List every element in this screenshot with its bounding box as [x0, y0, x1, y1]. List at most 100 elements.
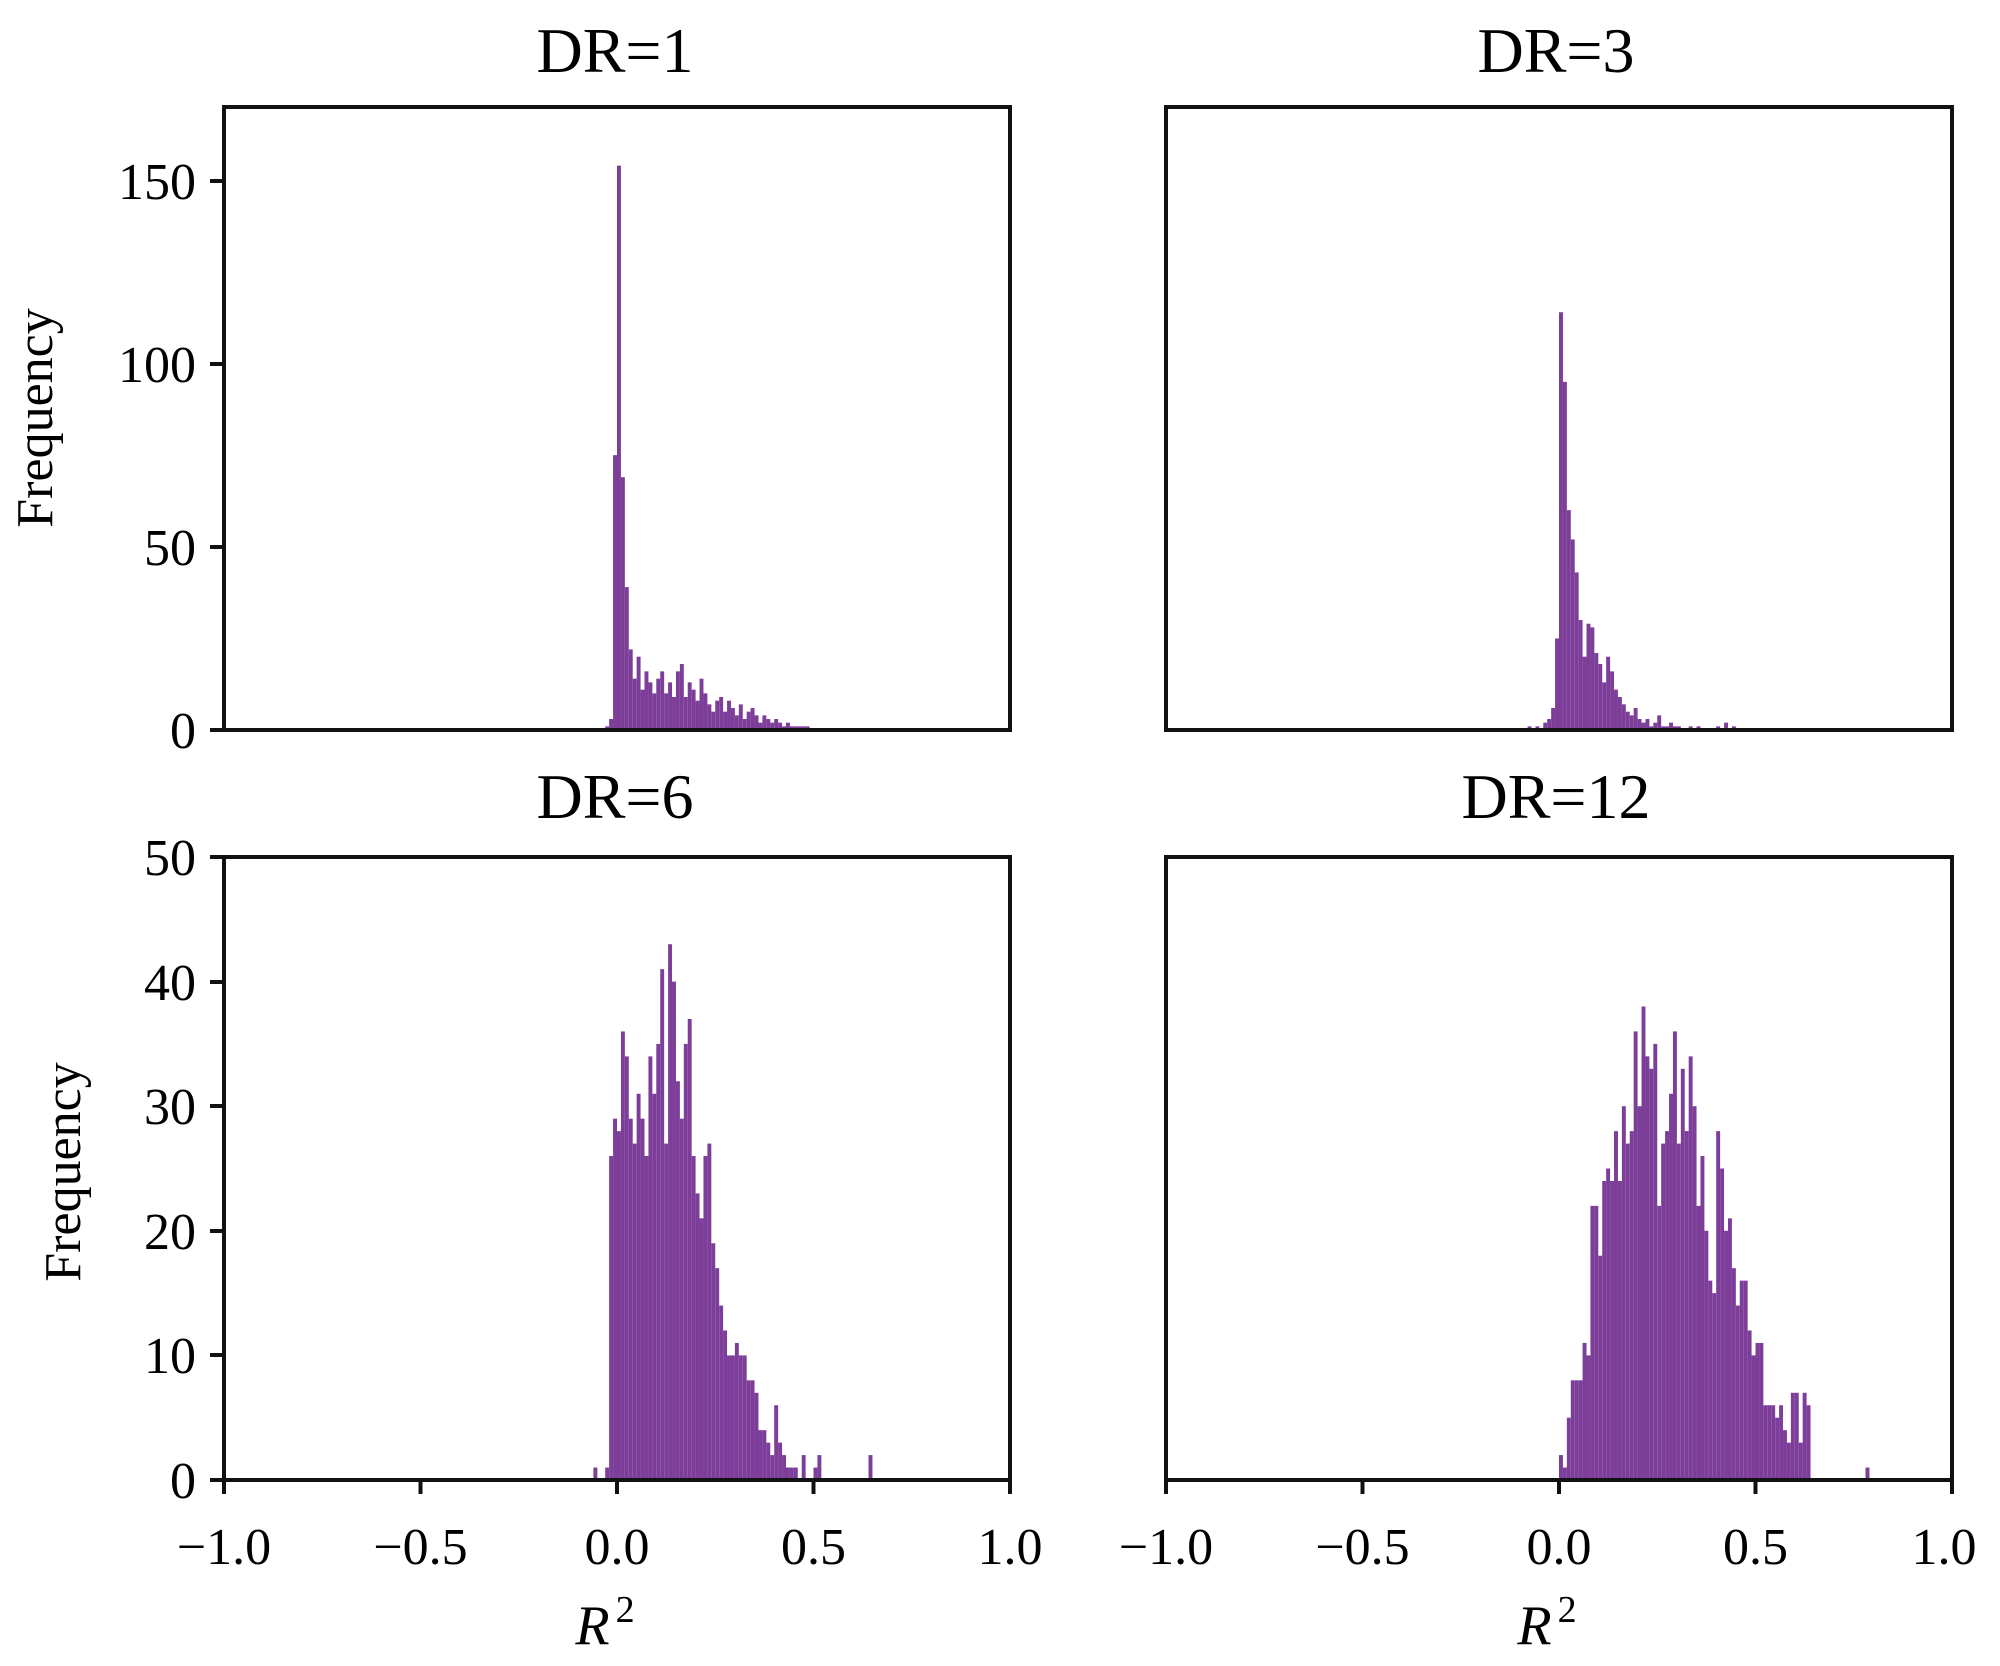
- histogram-bar: [1617, 1180, 1622, 1480]
- histogram-bars-dr12: [1559, 1006, 1870, 1480]
- histogram-bar: [1645, 1056, 1650, 1480]
- y-tick-label: 0: [170, 1453, 196, 1510]
- histogram-bar: [1747, 1330, 1752, 1480]
- histogram-bar: [1669, 722, 1673, 730]
- histogram-bar: [1704, 1230, 1709, 1480]
- histogram-bar: [1641, 1006, 1646, 1480]
- histogram-bar: [687, 682, 692, 730]
- histogram-bar: [1625, 1143, 1630, 1480]
- histogram-bar: [672, 981, 676, 1480]
- histogram-bar: [1763, 1405, 1768, 1480]
- histogram-bar: [1547, 719, 1552, 730]
- histogram-bar: [1806, 1405, 1811, 1480]
- histogram-bars-dr3: [1527, 312, 1736, 730]
- histogram-bar: [1727, 1218, 1732, 1480]
- histogram-bar: [1555, 638, 1559, 730]
- histogram-bar: [617, 1131, 621, 1480]
- histogram-bar: [644, 1156, 649, 1480]
- histogram-bar: [695, 700, 700, 730]
- histogram-bar: [1543, 722, 1548, 730]
- histogram-bars-dr6: [593, 944, 873, 1480]
- histogram-bar: [1657, 1205, 1662, 1480]
- histogram-bar: [707, 704, 712, 730]
- histogram-bar: [664, 693, 669, 730]
- histogram-bar: [719, 1305, 724, 1480]
- histogram-bar: [683, 697, 688, 730]
- histogram-bar: [640, 689, 645, 730]
- histogram-bar: [719, 697, 724, 730]
- histogram-bar: [1578, 620, 1583, 730]
- histogram-bar: [758, 1430, 763, 1480]
- x-tick-label: −1.0: [177, 1519, 271, 1576]
- panel-title-dr12: DR=12: [1462, 761, 1651, 832]
- histogram-bar: [707, 1143, 712, 1480]
- histogram-bar: [1661, 1143, 1666, 1480]
- histogram-bar: [609, 1156, 614, 1480]
- histogram-bar: [1598, 664, 1603, 730]
- histogram-bar: [742, 719, 747, 730]
- y-axis-label-top: Frequency: [7, 308, 64, 527]
- histogram-bar: [1582, 656, 1587, 730]
- histogram-bar: [613, 1118, 617, 1480]
- histogram-bar: [1606, 1168, 1611, 1480]
- histogram-bar: [617, 165, 621, 730]
- histogram-bar: [1669, 1093, 1673, 1480]
- histogram-bar: [1708, 1280, 1713, 1480]
- histogram-bar: [1696, 1205, 1701, 1480]
- histogram-bar: [703, 1156, 708, 1480]
- histogram-bar: [683, 1043, 688, 1480]
- histogram-bar: [723, 711, 728, 730]
- histogram-bar: [1865, 1467, 1870, 1480]
- histogram-bar: [785, 722, 790, 730]
- histogram-bar: [1790, 1392, 1795, 1480]
- histogram-bar: [1610, 671, 1615, 730]
- y-tick-label: 150: [118, 154, 196, 211]
- histogram-bar: [620, 477, 625, 730]
- histogram-bar: [730, 1355, 735, 1480]
- histogram-bar: [782, 1455, 786, 1480]
- histogram-bar: [1590, 1205, 1595, 1480]
- histogram-bar: [1692, 1106, 1697, 1480]
- histogram-bar: [738, 1355, 743, 1480]
- histogram-bar: [746, 711, 751, 730]
- histogram-bar: [605, 1467, 610, 1480]
- histogram-bar: [1637, 719, 1642, 730]
- histogram-bar: [1551, 708, 1556, 730]
- histogram-bar: [648, 1056, 653, 1480]
- histogram-bar: [660, 671, 665, 730]
- histogram-bar: [644, 671, 649, 730]
- histogram-bar: [1594, 1205, 1599, 1480]
- histogram-bar: [1759, 1342, 1764, 1480]
- histogram-bar: [746, 1380, 751, 1480]
- histogram-bar: [613, 455, 617, 730]
- histogram-bar: [593, 1467, 598, 1480]
- panel-title-dr3: DR=3: [1478, 15, 1635, 86]
- histogram-bar: [1610, 1180, 1615, 1480]
- x-tick-label: 0.0: [585, 1519, 650, 1576]
- x-tick-label: 0.5: [1723, 1519, 1788, 1576]
- axes-frame-dr1: [222, 105, 1012, 732]
- histogram-bar: [1578, 1380, 1583, 1480]
- histogram-bar: [1586, 623, 1591, 730]
- histogram-bar: [1680, 1068, 1685, 1480]
- histogram-bar: [636, 656, 641, 730]
- histogram-bar: [1602, 1180, 1607, 1480]
- histogram-bar: [1751, 1355, 1756, 1480]
- histogram-bar: [699, 678, 704, 730]
- histogram-bar: [1645, 719, 1650, 730]
- x-axis-label-sup: 2: [1558, 1589, 1577, 1631]
- histogram-bar: [1720, 1168, 1725, 1480]
- histogram-bar: [1629, 715, 1634, 730]
- histogram-bar: [1637, 1106, 1642, 1480]
- histogram-bar: [1559, 1455, 1563, 1480]
- histogram-bar: [1731, 1268, 1736, 1480]
- x-ticks-dr6: −1.0 −0.5 0.0 0.5 1.0: [177, 1480, 1043, 1576]
- histogram-bar: [774, 1405, 779, 1480]
- histogram-bar: [1598, 1255, 1603, 1480]
- histogram-bar: [1633, 708, 1638, 730]
- histogram-bar: [1771, 1405, 1776, 1480]
- histogram-bar: [715, 1268, 720, 1480]
- histogram-bar: [632, 1143, 637, 1480]
